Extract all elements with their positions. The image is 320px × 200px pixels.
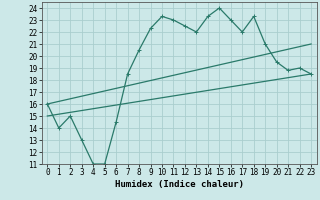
X-axis label: Humidex (Indice chaleur): Humidex (Indice chaleur) [115, 180, 244, 189]
